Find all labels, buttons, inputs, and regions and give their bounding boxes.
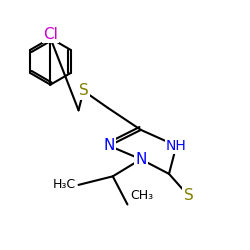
Text: H₃C: H₃C — [53, 178, 76, 192]
Text: N: N — [135, 152, 146, 167]
Text: CH₃: CH₃ — [130, 189, 153, 202]
Text: N: N — [104, 138, 115, 153]
Text: NH: NH — [166, 139, 187, 153]
Text: S: S — [184, 188, 194, 204]
Text: S: S — [78, 83, 88, 98]
Text: Cl: Cl — [43, 27, 58, 42]
